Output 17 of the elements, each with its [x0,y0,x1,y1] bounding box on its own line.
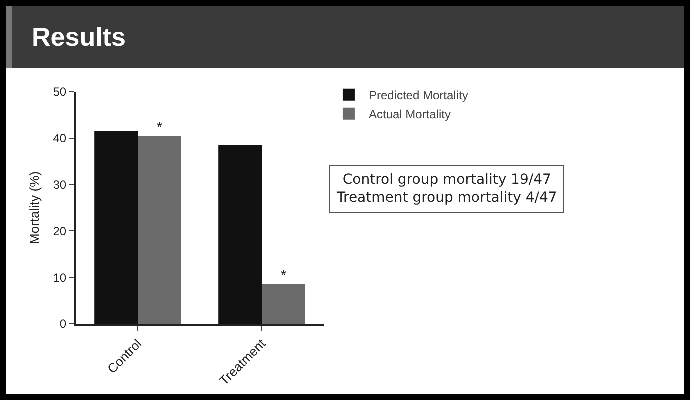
bar [262,284,306,324]
chart-title: Results [6,6,684,68]
text: Control group mortality 19/47 Treatment group mortality 4/47 [336,172,558,206]
annotation: * [281,267,287,283]
y-tick-label: 20 [53,224,67,238]
y-tick-label: 40 [53,132,67,146]
legend-label: Predicted Mortality [368,88,468,103]
y-tick-label: 10 [53,270,67,285]
bar [138,136,182,324]
bar [94,131,138,324]
y-tick-label: 30 [53,178,67,192]
bar [218,145,262,324]
legend-label: Actual Mortality [368,108,451,122]
y-tick-label: 50 [53,85,67,100]
annotation: * [157,119,163,135]
y-tick-label: 0 [60,317,67,332]
y-axis-title: Mortality (%) [27,172,42,244]
